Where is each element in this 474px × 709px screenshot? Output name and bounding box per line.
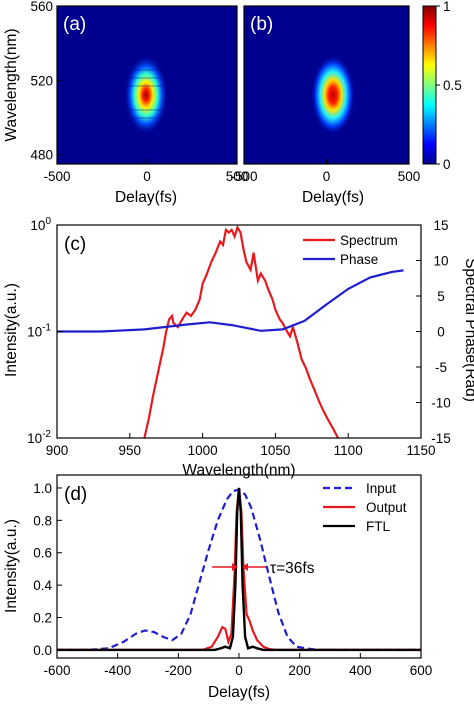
d-xtick-label: -400 bbox=[104, 663, 131, 678]
x-axis-label-d: Delay(fs) bbox=[208, 684, 270, 701]
c-y2tick-label: 0 bbox=[437, 325, 445, 340]
legend-spectrum-label: Spectrum bbox=[340, 233, 398, 248]
x-axis-label-c: Wavelength(nm) bbox=[182, 462, 295, 479]
fwhm-arrows bbox=[212, 563, 266, 571]
panel-d: -600 -400 -200 0 200 400 600 0.0 0.2 0.4 0.6 0.8 1.0… bbox=[3, 474, 432, 701]
heatmap-a-fringes bbox=[124, 69, 168, 119]
c-xtick-label: 1050 bbox=[260, 443, 290, 458]
legend-ftl-label: FTL bbox=[366, 519, 390, 534]
d-xtick-label: 600 bbox=[410, 663, 433, 678]
d-xtick-label: 0 bbox=[235, 663, 243, 678]
y-axis-label-d: Intensity(a.u.) bbox=[3, 519, 20, 613]
panel-a: -500 0 500 480 520 560 (a) Delay(fs) Waveleng… bbox=[3, 0, 248, 206]
panel-label-b: (b) bbox=[250, 14, 273, 35]
d-ytick-label: 0.2 bbox=[33, 611, 52, 626]
c-y2tick-label: -10 bbox=[431, 396, 451, 411]
legend-phase-label: Phase bbox=[340, 252, 378, 267]
a-ytick-label: 560 bbox=[30, 0, 53, 14]
colorbar-tick-label: 1 bbox=[443, 0, 451, 14]
c-y2tick-label: 10 bbox=[433, 254, 448, 269]
panel-b-ticks: -500 0 500 bbox=[230, 159, 420, 184]
y2-axis-label-c: Spectral Phase(Rad) bbox=[462, 258, 474, 402]
d-xtick-label: 200 bbox=[288, 663, 311, 678]
d-xtick-label: -200 bbox=[165, 663, 192, 678]
c-y2tick-label: -15 bbox=[431, 431, 451, 446]
x-axis-label-a: Delay(fs) bbox=[115, 189, 177, 206]
legend-input-label: Input bbox=[366, 481, 396, 496]
a-xtick-label: -500 bbox=[43, 169, 70, 184]
d-ytick-label: 0.0 bbox=[33, 643, 52, 658]
c-y2tick-label: -5 bbox=[435, 360, 447, 375]
d-ytick-label: 1.0 bbox=[33, 481, 52, 496]
heatmap-b-blob bbox=[311, 55, 355, 135]
c-y2tick-label: 5 bbox=[437, 289, 445, 304]
series-ftl bbox=[57, 487, 421, 652]
colorbar-tick-label: 0 bbox=[443, 157, 451, 172]
a-ytick-label: 480 bbox=[30, 148, 53, 163]
c-xtick-label: 1100 bbox=[334, 443, 363, 458]
colorbar-ticks: 00.51 bbox=[436, 0, 462, 172]
colorbar bbox=[422, 5, 437, 165]
panel-label-d: (d) bbox=[64, 484, 87, 505]
c-ytick-label: 10-2 bbox=[27, 429, 51, 446]
colorbar-tick-label: 0.5 bbox=[443, 78, 462, 93]
series-phase bbox=[57, 269, 404, 333]
b-xtick-label: 500 bbox=[398, 169, 421, 184]
d-ytick-label: 0.6 bbox=[33, 546, 52, 561]
d-ytick-label: 0.8 bbox=[33, 513, 52, 528]
y-axis-label-a: Wavelength(nm) bbox=[3, 28, 20, 141]
c-xtick-label: 950 bbox=[119, 443, 142, 458]
c-xtick-label: 1150 bbox=[406, 443, 435, 458]
d-xtick-label: 400 bbox=[349, 663, 372, 678]
panel-label-c: (c) bbox=[64, 234, 86, 255]
a-ytick-label: 520 bbox=[30, 73, 53, 88]
panel-d-ticks: -600 -400 -200 0 200 400 600 0.0 0.2 0.4 0.6 0.8 1.0 bbox=[33, 481, 432, 678]
c-xtick-label: 900 bbox=[46, 443, 69, 458]
c-xtick-label: 1000 bbox=[188, 443, 218, 458]
x-axis-label-b: Delay(fs) bbox=[302, 189, 364, 206]
legend-output-label: Output bbox=[366, 500, 407, 515]
a-xtick-label: 0 bbox=[143, 169, 151, 184]
panel-label-a: (a) bbox=[63, 14, 86, 35]
panel-c: 900 950 1000 1050 1100 115010-210-1100-15-10-… bbox=[3, 216, 474, 479]
b-xtick-label: -500 bbox=[230, 169, 257, 184]
panel-b: -500 0 500 (b) Delay(fs) 00.51 bbox=[230, 0, 461, 206]
heatmap-a-blob bbox=[124, 55, 168, 135]
d-ytick-label: 0.4 bbox=[33, 578, 52, 593]
c-y2tick-label: 15 bbox=[433, 218, 448, 233]
fwhm-annotation: τ=36fs bbox=[270, 560, 315, 577]
panel-a-ticks: -500 0 500 480 520 560 bbox=[30, 0, 248, 184]
panel-c-ticks: 900 950 1000 1050 1100 115010-210-1100-15-10-… bbox=[27, 216, 451, 458]
a-xtick-label: 500 bbox=[226, 169, 249, 184]
y-axis-label-c: Intensity(a.u.) bbox=[3, 283, 20, 377]
c-ytick-label: 100 bbox=[30, 216, 51, 233]
d-xtick-label: -600 bbox=[43, 663, 70, 678]
c-ytick-label: 10-1 bbox=[27, 323, 51, 340]
b-xtick-label: 0 bbox=[323, 169, 331, 184]
series-input bbox=[57, 488, 421, 651]
